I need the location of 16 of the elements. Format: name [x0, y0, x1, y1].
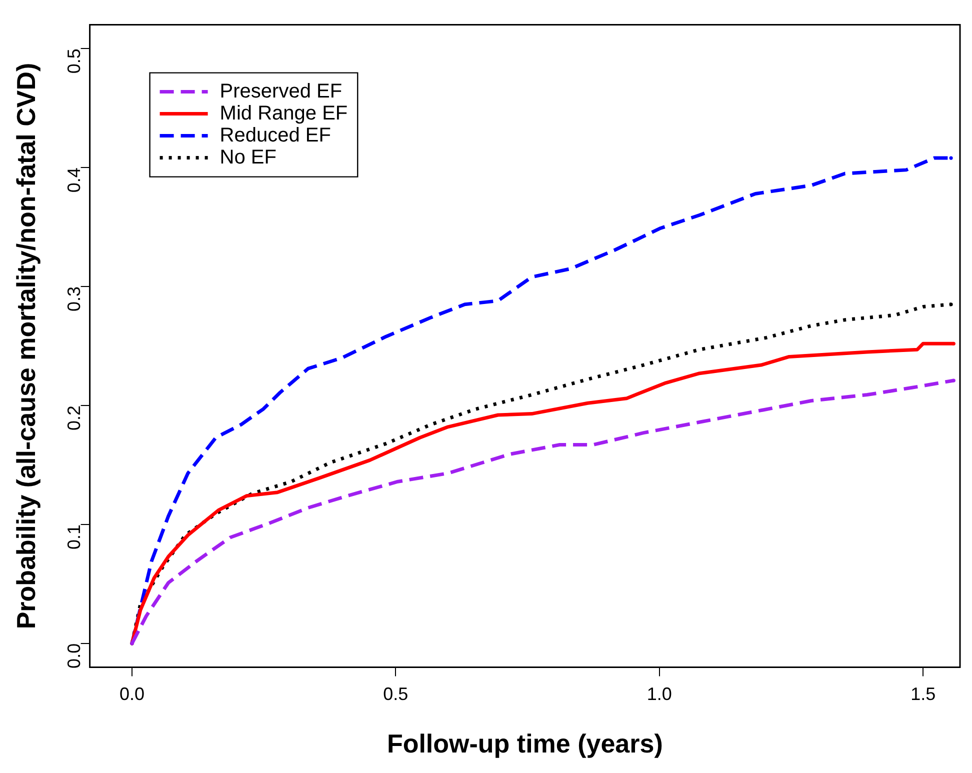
y-axis-title: Probability (all-cause mortality/non-fatal CVD): [10, 62, 41, 630]
legend-label: Preserved EF: [220, 80, 342, 102]
y-tick-label: 0.3: [64, 286, 84, 312]
legend-label: Mid Range EF: [220, 102, 348, 124]
x-tick-label: 0.5: [383, 684, 408, 704]
y-tick-label: 0.2: [64, 405, 84, 431]
y-tick-label: 0.4: [64, 168, 84, 193]
legend-label: No EF: [220, 146, 276, 168]
y-tick-label: 0.5: [64, 48, 84, 74]
x-tick-label: 0.0: [119, 684, 145, 704]
x-tick-label: 1.5: [910, 684, 936, 704]
y-tick-label: 0.0: [64, 643, 84, 668]
legend-label: Reduced EF: [220, 124, 331, 146]
y-tick-label: 0.1: [64, 524, 84, 550]
x-axis-title: Follow-up time (years): [386, 728, 663, 759]
x-tick-label: 1.0: [646, 684, 672, 704]
